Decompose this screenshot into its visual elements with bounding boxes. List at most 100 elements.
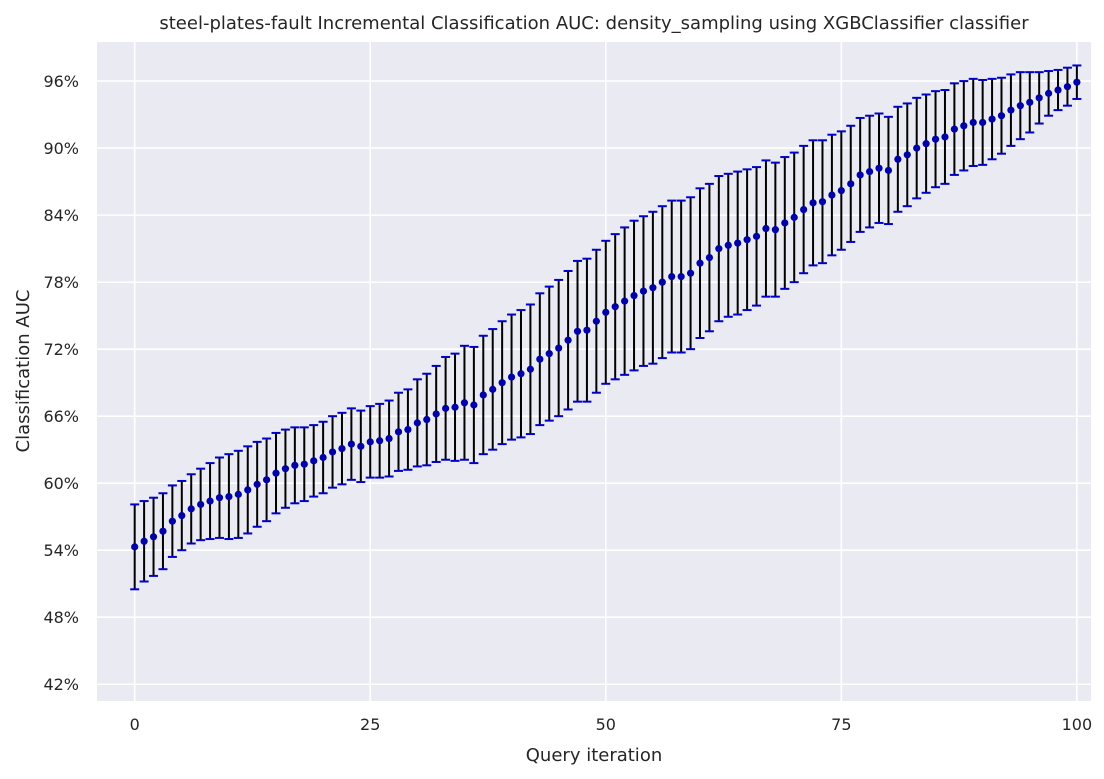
data-point xyxy=(583,326,591,334)
data-point xyxy=(564,336,572,344)
data-point xyxy=(705,253,714,262)
y-tick-label: 66% xyxy=(43,407,79,426)
y-tick-label: 72% xyxy=(43,340,79,359)
data-point xyxy=(611,303,619,311)
data-point xyxy=(1026,98,1034,106)
data-point xyxy=(470,401,478,409)
data-point xyxy=(1016,102,1024,110)
plot-background xyxy=(97,42,1091,701)
data-point xyxy=(168,517,176,525)
data-point xyxy=(394,428,403,436)
data-point xyxy=(291,461,299,469)
data-point xyxy=(140,537,148,545)
data-point xyxy=(159,527,167,535)
data-point xyxy=(743,236,751,244)
data-point xyxy=(328,448,337,456)
data-point xyxy=(310,457,318,465)
data-point xyxy=(385,434,393,443)
data-point xyxy=(828,191,836,199)
data-point xyxy=(931,135,940,143)
y-tick-label: 90% xyxy=(43,139,79,158)
data-point xyxy=(781,219,789,227)
data-point xyxy=(903,151,911,159)
data-point xyxy=(526,365,535,373)
y-tick-label: 42% xyxy=(43,675,79,694)
data-point xyxy=(413,419,421,427)
data-point xyxy=(442,404,450,412)
data-point xyxy=(724,241,732,249)
data-point xyxy=(762,224,770,233)
data-point xyxy=(894,155,902,163)
data-point xyxy=(639,287,648,295)
x-tick-label: 100 xyxy=(1062,715,1093,734)
data-point xyxy=(423,415,431,424)
data-point xyxy=(592,317,600,325)
data-point xyxy=(790,213,798,221)
x-axis-label: Query iteration xyxy=(526,745,662,766)
data-point xyxy=(752,232,761,240)
tick-labels: 0 25 50 75 100 42% 48% 54% 60% 66% 72% 78% 84% 90% 96% xyxy=(43,72,1092,734)
data-point xyxy=(244,486,252,494)
data-point xyxy=(818,198,827,206)
data-point xyxy=(262,476,271,484)
data-point xyxy=(479,391,487,399)
chart-title: steel-plates-fault Incremental Classific… xyxy=(159,13,1029,34)
data-point xyxy=(451,403,459,411)
data-point xyxy=(1063,83,1072,91)
y-tick-label: 54% xyxy=(43,541,79,560)
data-point xyxy=(319,453,327,462)
data-point xyxy=(149,533,158,541)
data-point xyxy=(696,259,704,267)
data-point xyxy=(771,226,779,234)
data-point xyxy=(272,469,280,477)
data-point xyxy=(865,167,874,176)
y-tick-label: 78% xyxy=(43,273,79,292)
x-tick-label: 50 xyxy=(596,715,616,734)
data-point xyxy=(734,239,742,247)
data-point xyxy=(545,350,553,358)
data-point xyxy=(215,494,224,502)
data-point xyxy=(800,205,808,214)
data-point xyxy=(507,373,516,381)
data-point xyxy=(997,112,1006,120)
data-point xyxy=(517,370,525,378)
data-point xyxy=(1007,106,1015,114)
data-point xyxy=(1054,86,1062,94)
data-point xyxy=(1045,89,1053,97)
data-point xyxy=(847,180,855,188)
data-point xyxy=(602,308,610,316)
data-point xyxy=(922,140,930,148)
data-point xyxy=(950,125,958,133)
data-point xyxy=(225,492,233,501)
x-tick-label: 75 xyxy=(831,715,851,734)
data-point xyxy=(979,118,987,127)
data-point xyxy=(621,297,629,305)
x-tick-label: 25 xyxy=(360,715,380,734)
data-point xyxy=(988,115,996,123)
x-tick-label: 0 xyxy=(130,715,140,734)
data-point xyxy=(460,399,469,407)
data-point xyxy=(187,505,195,513)
y-tick-label: 84% xyxy=(43,206,79,225)
data-point xyxy=(555,344,563,352)
data-point xyxy=(573,327,582,335)
data-point xyxy=(281,465,290,473)
data-point xyxy=(1073,78,1081,86)
data-point xyxy=(432,410,440,418)
data-point xyxy=(234,490,242,498)
data-point xyxy=(357,442,365,450)
data-point xyxy=(875,164,883,172)
data-point xyxy=(253,480,261,488)
data-point xyxy=(338,444,346,453)
data-point xyxy=(941,133,949,141)
data-point xyxy=(677,272,685,281)
y-tick-label: 60% xyxy=(43,474,79,493)
data-point xyxy=(197,500,205,509)
data-point xyxy=(1035,94,1043,102)
chart-marks xyxy=(130,64,1082,591)
data-point xyxy=(498,379,506,387)
data-point xyxy=(649,284,657,292)
data-point xyxy=(300,460,308,468)
data-point xyxy=(178,511,186,520)
